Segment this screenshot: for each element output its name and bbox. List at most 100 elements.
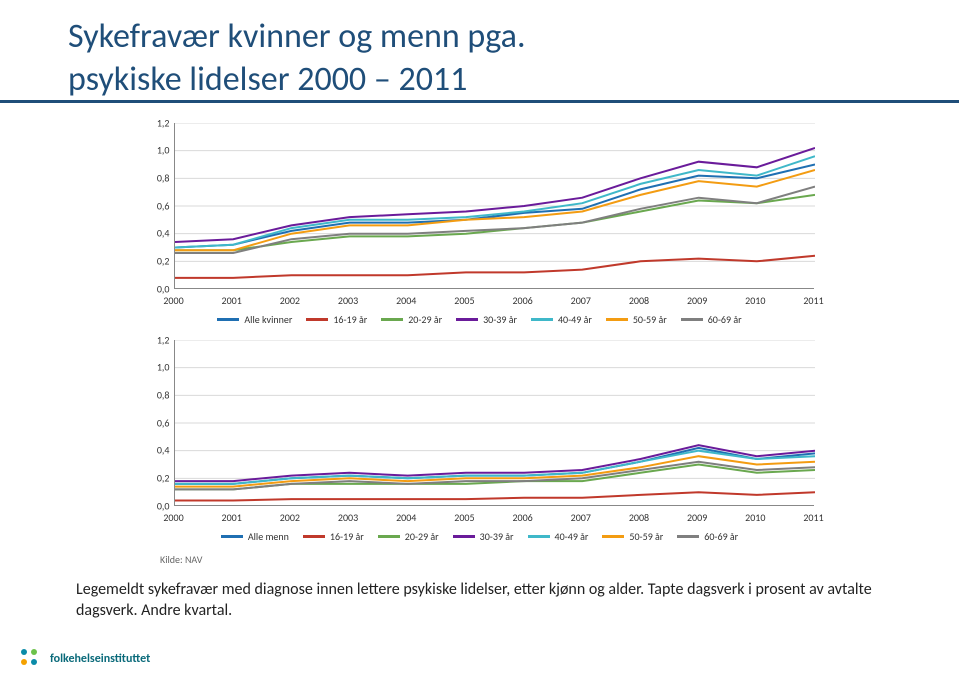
y-tick-label: 0,6 <box>140 416 170 429</box>
x-tick-label: 2009 <box>687 511 707 524</box>
legend-swatch <box>381 318 403 321</box>
x-tick-label: 2005 <box>454 511 474 524</box>
x-tick-label: 2007 <box>571 511 591 524</box>
legend-item: 30-39 år <box>453 530 514 543</box>
legend-item: Alle kvinner <box>217 313 292 326</box>
legend-swatch <box>453 535 475 538</box>
x-tick-label: 2007 <box>571 294 591 307</box>
x-tick-label: 2008 <box>629 511 649 524</box>
footer-logo: folkehelseinstituttet <box>18 646 150 672</box>
legend-swatch <box>606 318 628 321</box>
y-tick-label: 1,2 <box>140 333 170 346</box>
legend-label: 30-39 år <box>483 313 517 326</box>
x-tick-label: 2000 <box>163 294 183 307</box>
y-tick-label: 1,0 <box>140 144 170 157</box>
legend-swatch <box>681 318 703 321</box>
y-tick-label: 0,4 <box>140 444 170 457</box>
x-tick-label: 2011 <box>803 511 823 524</box>
x-tick-label: 2010 <box>745 294 765 307</box>
plot-area <box>174 340 814 506</box>
x-tick-label: 2002 <box>280 511 300 524</box>
legend-label: 50-59 år <box>633 313 667 326</box>
chart-men: 0,00,20,40,60,81,01,22000200120022003200… <box>140 336 820 526</box>
legend-men: Alle menn 16-19 år 20-29 år 30-39 år 40-49 å… <box>140 530 820 543</box>
y-tick-label: 0,4 <box>140 227 170 240</box>
legend-women: Alle kvinner 16-19 år 20-29 år 30-39 år 40-4… <box>140 313 820 326</box>
legend-item: 60-69 år <box>677 530 738 543</box>
x-tick-label: 2011 <box>803 294 823 307</box>
plot-area <box>174 123 814 289</box>
series-line <box>175 186 815 252</box>
legend-label: 60-69 år <box>708 313 742 326</box>
legend-label: 60-69 år <box>704 530 738 543</box>
legend-label: 30-39 år <box>480 530 514 543</box>
legend-swatch <box>602 535 624 538</box>
x-tick-label: 2006 <box>512 294 532 307</box>
charts-area: 0,00,20,40,60,81,01,22000200120022003200… <box>40 119 919 566</box>
legend-swatch <box>221 535 243 538</box>
y-tick-label: 0,6 <box>140 199 170 212</box>
series-line <box>175 492 815 500</box>
x-tick-label: 2001 <box>222 511 242 524</box>
slide: Sykefravær kvinner og menn pga. psykiske… <box>0 0 959 684</box>
y-tick-label: 0,2 <box>140 472 170 485</box>
legend-item: 30-39 år <box>456 313 517 326</box>
legend-item: 50-59 år <box>602 530 663 543</box>
y-tick-label: 0,8 <box>140 172 170 185</box>
legend-label: Alle menn <box>248 530 289 543</box>
slide-title-line1: Sykefravær kvinner og menn pga. <box>68 18 919 55</box>
footer-text: folkehelseinstituttet <box>50 652 150 666</box>
legend-swatch <box>217 318 239 321</box>
fhi-logo-icon <box>18 646 44 672</box>
title-rule <box>0 100 959 103</box>
legend-label: 40-49 år <box>555 530 589 543</box>
x-tick-label: 2004 <box>396 294 416 307</box>
legend-item: 20-29 år <box>381 313 442 326</box>
legend-item: 16-19 år <box>306 313 367 326</box>
legend-swatch <box>677 535 699 538</box>
x-tick-label: 2003 <box>338 294 358 307</box>
x-tick-label: 2006 <box>512 511 532 524</box>
y-tick-label: 0,2 <box>140 255 170 268</box>
series-line <box>175 195 815 250</box>
x-tick-label: 2010 <box>745 511 765 524</box>
legend-swatch <box>303 535 325 538</box>
legend-label: 50-59 år <box>629 530 663 543</box>
legend-item: 16-19 år <box>303 530 364 543</box>
legend-label: 20-29 år <box>405 530 439 543</box>
legend-swatch <box>306 318 328 321</box>
legend-swatch <box>528 535 550 538</box>
legend-item: Alle menn <box>221 530 289 543</box>
x-tick-label: 2005 <box>454 294 474 307</box>
chart-svg <box>175 123 815 289</box>
legend-label: 16-19 år <box>330 530 364 543</box>
chart-men-wrap: 0,00,20,40,60,81,01,22000200120022003200… <box>120 336 840 543</box>
x-tick-label: 2009 <box>687 294 707 307</box>
x-tick-label: 2003 <box>338 511 358 524</box>
y-tick-label: 1,2 <box>140 116 170 129</box>
legend-swatch <box>378 535 400 538</box>
series-line <box>175 170 815 250</box>
source-label: Kilde: NAV <box>160 553 919 566</box>
y-tick-label: 0,8 <box>140 389 170 402</box>
legend-item: 20-29 år <box>378 530 439 543</box>
legend-item: 60-69 år <box>681 313 742 326</box>
legend-label: 20-29 år <box>408 313 442 326</box>
legend-swatch <box>531 318 553 321</box>
legend-item: 40-49 år <box>528 530 589 543</box>
legend-swatch <box>456 318 478 321</box>
series-line <box>175 148 815 242</box>
x-tick-label: 2000 <box>163 511 183 524</box>
x-tick-label: 2002 <box>280 294 300 307</box>
slide-title-line2: psykiske lidelser 2000 – 2011 <box>68 61 919 98</box>
x-tick-label: 2008 <box>629 294 649 307</box>
legend-label: Alle kvinner <box>244 313 292 326</box>
chart-women: 0,00,20,40,60,81,01,22000200120022003200… <box>140 119 820 309</box>
y-tick-label: 1,0 <box>140 361 170 374</box>
legend-item: 40-49 år <box>531 313 592 326</box>
legend-item: 50-59 år <box>606 313 667 326</box>
x-tick-label: 2001 <box>222 294 242 307</box>
series-line <box>175 256 815 278</box>
legend-label: 16-19 år <box>333 313 367 326</box>
legend-label: 40-49 år <box>558 313 592 326</box>
